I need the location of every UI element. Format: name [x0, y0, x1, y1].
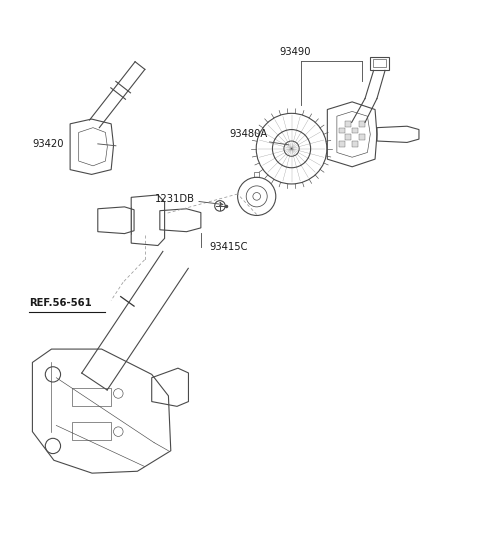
Bar — [346, 121, 351, 127]
Bar — [339, 141, 345, 147]
Text: REF.56-561: REF.56-561 — [29, 298, 92, 308]
Bar — [352, 128, 358, 134]
Bar — [373, 59, 385, 67]
Bar — [72, 388, 111, 406]
Bar — [339, 128, 345, 134]
Bar — [72, 422, 111, 440]
Text: 93480A: 93480A — [229, 129, 268, 139]
Bar — [359, 121, 364, 127]
Text: 93490: 93490 — [279, 47, 311, 57]
Text: 93420: 93420 — [33, 139, 64, 149]
Text: 1231DB: 1231DB — [155, 194, 195, 203]
Bar — [359, 135, 364, 140]
Bar — [346, 135, 351, 140]
Bar — [352, 141, 358, 147]
Bar — [370, 57, 389, 70]
Text: 93415C: 93415C — [209, 242, 248, 252]
